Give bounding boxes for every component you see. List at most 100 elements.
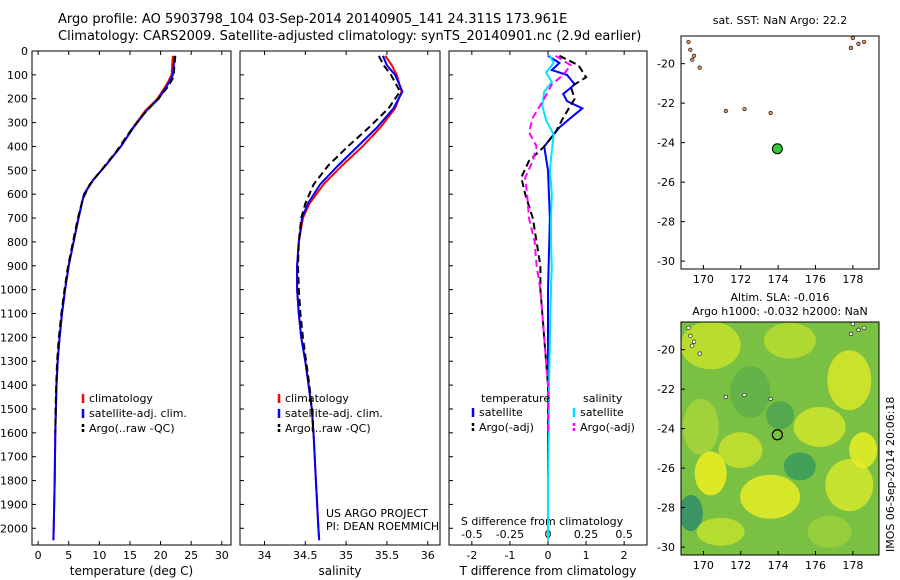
depth-tick-label: 700 <box>7 212 28 225</box>
sla-map-island <box>861 325 867 331</box>
sla-map-island <box>723 394 728 400</box>
temperature-legend-item-label: Argo(..raw -QC) <box>89 422 175 435</box>
sla-map-island <box>697 351 702 356</box>
sla-heatmap-cell <box>763 322 816 359</box>
depth-tick-label: 2000 <box>0 522 28 535</box>
sla-map-title-2: Argo h1000: -0.032 h2000: NaN <box>692 305 868 318</box>
depth-tick-label: 0 <box>21 45 28 58</box>
sla-heatmap-cell <box>793 406 846 447</box>
depth-tick-label: 1100 <box>0 308 28 321</box>
salinity-axis-label: salinity <box>318 564 361 578</box>
salinity-x-tick-label: 36 <box>421 549 435 562</box>
diff-legend-temp-argo-label: Argo(-adj) <box>479 421 534 434</box>
diff-legend-temp-satellite-label: satellite <box>479 406 523 419</box>
temperature-axes-frame <box>31 50 232 546</box>
sla-map-island <box>690 343 695 348</box>
depth-tick-label: 1000 <box>0 284 28 297</box>
salinity-x-tick-label: 35.5 <box>375 549 400 562</box>
sst-map-island <box>688 47 693 52</box>
sla-map-lat-label: -28 <box>657 502 675 515</box>
difference-x-tick-label: 2 <box>621 549 628 562</box>
depth-tick-label: 1900 <box>0 498 28 511</box>
temperature-axis-label: temperature (deg C) <box>70 564 193 578</box>
sst-map-island <box>856 41 861 46</box>
temperature-x-tick-label: 20 <box>154 549 168 562</box>
difference-x-tick-label: 0 <box>545 549 552 562</box>
temperature-x-tick-label: 10 <box>92 549 106 562</box>
sla-map-lat-label: -30 <box>657 541 675 554</box>
salinity-x-tick-label: 34 <box>257 549 271 562</box>
difference-x-tick-label: -1 <box>504 549 515 562</box>
sst-map-lat-label: -20 <box>657 58 675 71</box>
temperature-legend-item-label: satellite-adj. clim. <box>89 407 187 420</box>
temperature-x-tick-label: 5 <box>65 549 72 562</box>
temperature-x-tick-label: 25 <box>184 549 198 562</box>
salinity-legend-item-label: satellite-adj. clim. <box>285 407 383 420</box>
plot-title-line2: Climatology: CARS2009. Satellite-adjuste… <box>58 29 642 44</box>
salinity-x-tick-label: 35 <box>339 549 353 562</box>
difference-x-tick-label: -2 <box>466 549 477 562</box>
sla-map-lat-label: -20 <box>657 344 675 357</box>
sla-heatmap-cell <box>682 398 719 455</box>
sla-map-lon-label: 176 <box>805 559 826 572</box>
depth-tick-label: 1400 <box>0 379 28 392</box>
sla-map-island <box>691 339 697 344</box>
sst-map-island <box>691 53 697 58</box>
temperature-series-satelliteadjclim <box>52 55 176 541</box>
difference-series-argoadj <box>520 54 588 433</box>
salinity-series-argorawqc <box>296 55 402 433</box>
salinity-legend-item-label: Argo(..raw -QC) <box>285 422 371 435</box>
sla-heatmap-cell <box>827 350 872 411</box>
temperature-x-tick-label: 0 <box>35 549 42 562</box>
sla-map-lon-label: 178 <box>842 559 863 572</box>
sla-heatmap-cell <box>730 365 771 418</box>
temperature-x-tick-label: 15 <box>123 549 137 562</box>
salinity-diff-tick-label: 0.25 <box>574 528 599 541</box>
depth-tick-label: 1200 <box>0 331 28 344</box>
difference-axis-label: T difference from climatology <box>459 564 637 578</box>
sla-map-lon-label: 172 <box>730 559 751 572</box>
sst-map-island <box>848 45 854 50</box>
salinity-diff-tick-label: 0.5 <box>615 528 633 541</box>
sla-map-island <box>850 321 855 327</box>
sla-map-argo-marker <box>771 429 783 441</box>
sst-map-lat-label: -30 <box>657 255 675 268</box>
sst-map-title: sat. SST: NaN Argo: 22.2 <box>713 14 847 27</box>
depth-tick-label: 1600 <box>0 427 28 440</box>
sla-map-lat-label: -24 <box>657 423 675 436</box>
sla-map-island <box>856 327 861 332</box>
diff-legend-sal-argo-label: Argo(-adj) <box>580 421 635 434</box>
project-annotation: PI: DEAN ROEMMICH <box>326 520 439 533</box>
diff-legend-header-temperature: temperature <box>481 392 550 405</box>
depth-tick-label: 1300 <box>0 355 28 368</box>
sst-map-lon-label: 178 <box>842 273 863 286</box>
sst-map-lon-label: 174 <box>768 273 789 286</box>
sla-heatmap-cell <box>718 432 763 469</box>
sst-map-lat-label: -28 <box>657 216 675 229</box>
sst-map-island <box>723 108 728 114</box>
sla-heatmap-cell <box>694 451 727 496</box>
difference-axes-frame <box>448 50 648 546</box>
sst-map-lon-label: 172 <box>730 273 751 286</box>
sla-heatmap-cell <box>740 474 801 519</box>
difference-series-satellite <box>543 54 585 541</box>
salinity-diff-tick-label: 0 <box>545 528 552 541</box>
depth-tick-label: 1700 <box>0 451 28 464</box>
sla-map-island <box>848 331 854 336</box>
salinity-x-tick-label: 34.5 <box>293 549 318 562</box>
sst-map-island <box>690 57 695 62</box>
diff-legend-sal-satellite-label: satellite <box>580 406 624 419</box>
sst-map-lat-label: -22 <box>657 97 675 110</box>
sla-map-title-1: Altim. SLA: -0.016 <box>730 291 829 304</box>
sla-heatmap-cell <box>825 459 874 512</box>
difference-series-satellite <box>541 55 555 541</box>
depth-tick-label: 200 <box>7 93 28 106</box>
sst-map-island <box>861 39 867 45</box>
depth-tick-label: 100 <box>7 69 28 82</box>
temperature-x-tick-label: 30 <box>215 549 229 562</box>
salinity-series-climatology <box>296 55 403 541</box>
plot-title-line1: Argo profile: AO 5903798_104 03-Sep-2014… <box>58 12 568 27</box>
depth-tick-label: 400 <box>7 140 28 153</box>
depth-tick-label: 1500 <box>0 403 28 416</box>
sst-map-lat-label: -26 <box>657 176 675 189</box>
